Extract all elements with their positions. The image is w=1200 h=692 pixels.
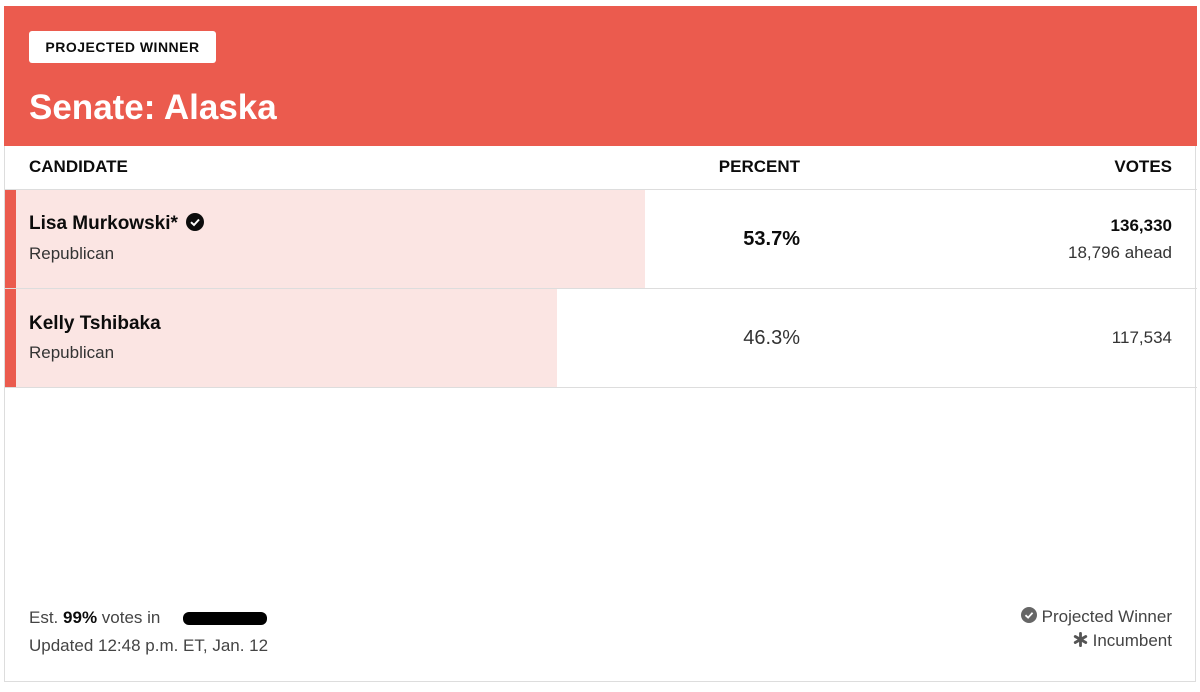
- percent-bar: [5, 289, 557, 387]
- candidate-name: Kelly Tshibaka: [29, 313, 161, 334]
- divider: [5, 189, 1197, 190]
- column-header: CANDIDATE: [29, 157, 128, 176]
- header: [4, 6, 1197, 146]
- title: Senate: Alaska: [29, 88, 277, 127]
- redaction: [183, 612, 267, 625]
- party: Republican: [29, 343, 115, 362]
- column-header: PERCENT: [718, 157, 800, 176]
- row-stripe: [5, 289, 16, 388]
- candidate-name: Lisa Murkowski*: [29, 213, 205, 235]
- votes: 136,330: [1110, 216, 1172, 235]
- legend-item: Incumbent: [1073, 631, 1172, 651]
- estimate-suffix: votes in: [101, 608, 161, 627]
- incumbent-icon: [1073, 632, 1088, 647]
- party: Republican: [29, 244, 115, 263]
- updated: Updated 12:48 p.m. ET, Jan. 12: [29, 636, 269, 655]
- winner-icon: [1020, 607, 1037, 623]
- divider: [5, 387, 1197, 388]
- divider: [5, 288, 1197, 289]
- legend-text: Incumbent: [1092, 631, 1172, 650]
- candidate-name-text: Lisa Murkowski*: [29, 213, 178, 234]
- badge: PROJECTED WINNER: [29, 31, 216, 63]
- percent-bar: [5, 190, 646, 288]
- votes: 117,534: [1111, 328, 1172, 347]
- margin: 18,796 ahead: [1068, 243, 1172, 262]
- legend-item: Projected Winner: [1020, 607, 1172, 627]
- winner-icon: [186, 213, 205, 231]
- percent: 53.7%: [743, 228, 800, 250]
- estimate-value: 99%: [63, 608, 98, 627]
- estimate: Est. 99% votes in: [29, 608, 160, 628]
- percent: 46.3%: [743, 327, 800, 349]
- winner-stripe: [5, 190, 16, 289]
- column-header: VOTES: [1114, 157, 1172, 176]
- estimate-prefix: Est.: [29, 608, 59, 627]
- legend-text: Projected Winner: [1041, 607, 1172, 626]
